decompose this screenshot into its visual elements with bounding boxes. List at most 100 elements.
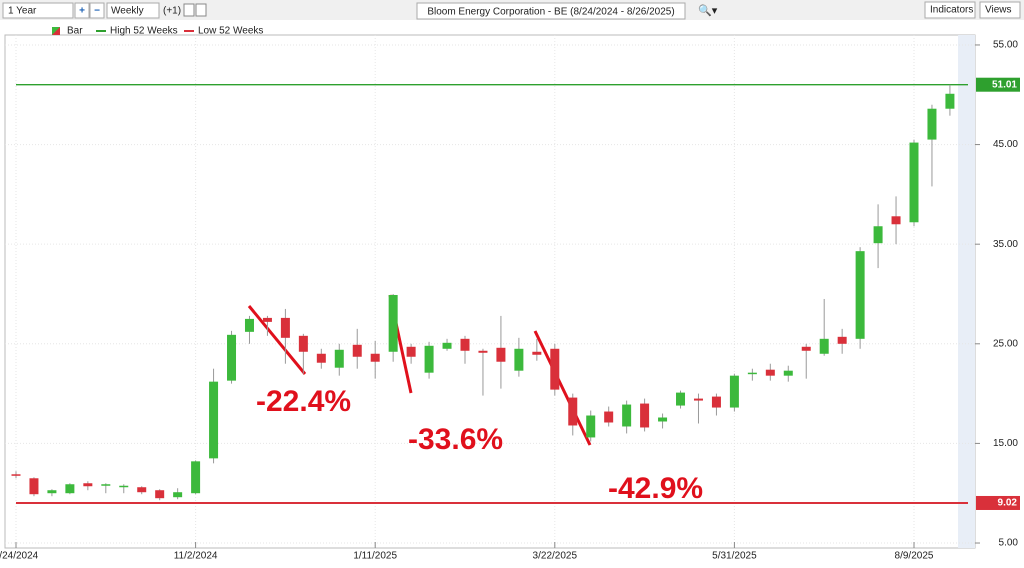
legend-swatch [52,27,60,35]
candle-body [550,348,560,390]
candle-body [137,487,147,493]
candle-body [658,417,668,422]
candle-body [280,317,290,338]
interval-text: Weekly [111,6,144,17]
annotation: -33.6% [408,423,503,456]
candle-body [909,142,919,223]
y-tick-label: 55.00 [993,40,1018,51]
candle-body [837,336,847,344]
candle-body [676,392,686,406]
x-tick-label: 11/2/2024 [174,551,218,562]
low-52-badge [976,495,1020,510]
candle-body [693,398,703,401]
y-tick-label: 25.00 [993,338,1018,349]
candle-body [406,346,416,357]
trend-line [247,305,307,375]
candle-body [298,335,308,352]
candle-body [227,334,237,381]
x-tick-label: 3/22/2025 [533,551,578,562]
search-icon[interactable]: 🔍▾ [698,3,718,17]
views-button[interactable] [979,1,1021,19]
candle-body [155,490,165,499]
candle-body [119,485,129,488]
y-tick-label: 45.00 [993,139,1018,150]
offset-plus[interactable] [183,3,195,17]
legend-label: Low 52 Weeks [198,26,263,37]
candle-body [855,251,865,339]
plus-icon: + [79,6,85,17]
candle-body [244,318,254,332]
candle-body [765,369,775,376]
annotation: -22.4% [256,385,351,418]
offset-minus[interactable] [195,3,207,17]
candle-body [622,404,632,427]
plot-frame [4,34,976,549]
candle-body [173,492,183,498]
chart-title: Bloom Energy Corporation - BE (8/24/2024… [427,7,674,18]
annotation: -42.9% [608,472,703,505]
y-tick-label: 5.00 [999,538,1019,549]
high-52-label: 51.01 [992,79,1017,90]
candle-body [388,294,398,352]
candle-body [927,108,937,140]
candle-body [11,474,21,476]
legend-label: Bar [67,26,83,37]
range-select[interactable] [2,2,74,19]
candle-body [316,353,326,363]
candle-body [514,348,524,371]
candle-body [747,372,757,375]
candle-body [586,415,596,438]
candle-body [101,484,111,486]
candle-body [783,370,793,376]
x-tick-label: 8/9/2025 [895,551,934,562]
x-tick-label: 5/31/2025 [712,551,757,562]
range-text: 1 Year [8,6,37,17]
minus-icon: − [94,6,100,17]
candle-body [568,397,578,426]
x-tick-label: 1/11/2025 [353,551,397,562]
candle-body [83,483,93,487]
candle-body [729,375,739,408]
candle-body [352,344,362,357]
candle-body [47,490,57,494]
candle-body [370,353,380,362]
offset-text: (+1) [163,6,181,17]
current-period [958,35,975,548]
indicators-text: Indicators [930,5,973,16]
zoom-in[interactable] [74,2,90,19]
indicators-button[interactable] [924,1,976,19]
zoom-out[interactable] [89,2,105,19]
candle-body [29,478,39,495]
candle-body [873,226,883,244]
candle-body [891,216,901,225]
candle-body [262,317,272,322]
candle-body [209,381,219,459]
candle-body [65,484,75,494]
candle-body [711,396,721,408]
low-52-label: 9.02 [998,498,1018,509]
candle-body [801,346,811,351]
title-box [416,2,686,20]
candle-body [478,350,488,353]
candle-body [442,342,452,349]
y-tick-label: 15.00 [993,438,1018,449]
candle-body [532,351,542,355]
grid [5,35,975,548]
candle-body [640,403,650,428]
views-text: Views [985,5,1012,16]
candle-body [945,93,955,109]
candle-body [460,338,470,351]
interval-select[interactable] [106,2,160,19]
legend-label: High 52 Weeks [110,26,178,37]
candle-body [191,461,201,494]
candle-body [496,347,506,362]
candle-body [604,411,614,423]
high-52-badge [976,77,1020,92]
candle-body [334,349,344,368]
trend-line [533,330,592,446]
candle-body [424,345,434,373]
y-tick-label: 35.00 [993,239,1018,250]
x-tick-label: 8/24/2024 [0,551,39,562]
candle-body [819,338,829,354]
